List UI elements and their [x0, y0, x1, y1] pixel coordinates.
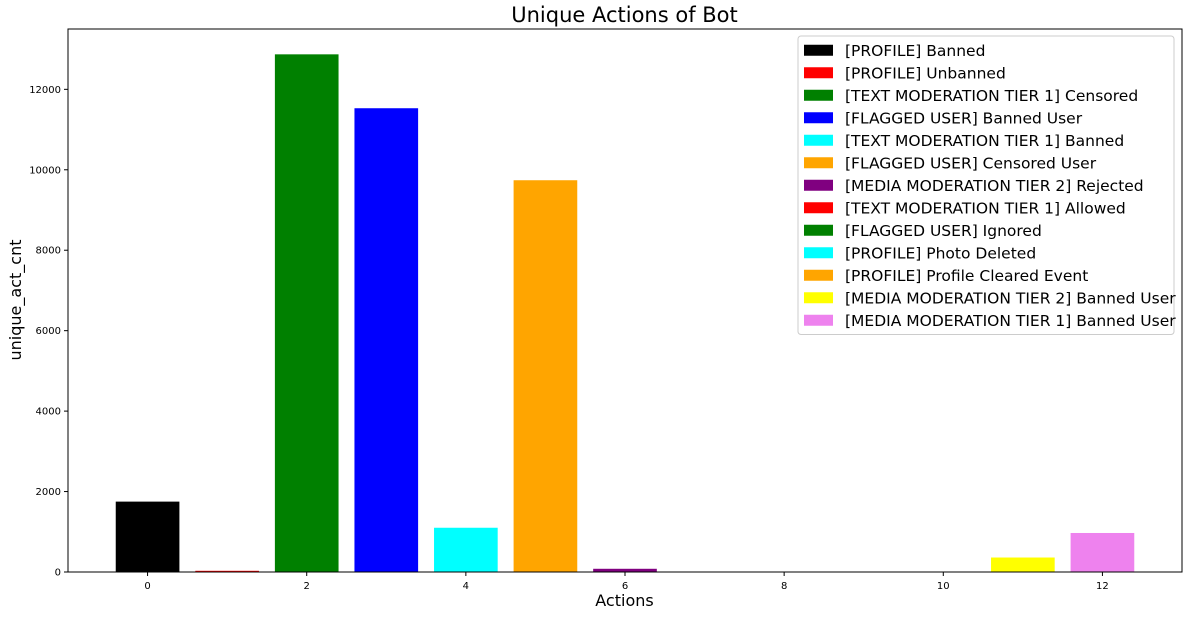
legend-swatch [804, 112, 833, 123]
y-tick-label: 6000 [36, 326, 61, 337]
bar-5 [514, 180, 578, 572]
legend-swatch [804, 90, 833, 101]
legend-swatch [804, 270, 833, 281]
x-tick-label: 10 [937, 581, 950, 592]
legend-swatch [804, 45, 833, 56]
bar-0 [116, 502, 180, 572]
bar-2 [275, 54, 339, 572]
y-tick-label: 12000 [29, 85, 61, 96]
legend-label: [MEDIA MODERATION TIER 2] Banned User [845, 289, 1176, 307]
legend-swatch [804, 157, 833, 168]
x-ticks-group: 0 2 4 6 8 10 12 [144, 572, 1108, 592]
legend-label: [MEDIA MODERATION TIER 2] Rejected [845, 177, 1144, 195]
chart-title: Unique Actions of Bot [511, 3, 738, 27]
legend-label: [PROFILE] Banned [845, 42, 985, 60]
y-tick-label: 8000 [36, 246, 61, 257]
y-tick-label: 10000 [29, 165, 61, 176]
y-ticks-group: 0 2000 4000 6000 8000 10000 12000 [29, 85, 68, 579]
y-tick-label: 4000 [36, 407, 61, 418]
legend-label: [FLAGGED USER] Banned User [845, 109, 1083, 127]
legend-label: [PROFILE] Profile Cleared Event [845, 267, 1088, 285]
legend-label: [PROFILE] Photo Deleted [845, 244, 1036, 262]
legend-label: [TEXT MODERATION TIER 1] Censored [845, 87, 1138, 105]
bar-11 [991, 558, 1055, 572]
legend-label: [MEDIA MODERATION TIER 1] Banned User [845, 312, 1176, 330]
legend-swatch [804, 315, 833, 326]
legend-swatch [804, 225, 833, 236]
y-axis-label: unique_act_cnt [6, 240, 26, 361]
legend-swatch [804, 180, 833, 191]
legend-label: [FLAGGED USER] Ignored [845, 222, 1042, 240]
legend-label: [PROFILE] Unbanned [845, 64, 1006, 82]
y-tick-label: 2000 [36, 487, 61, 498]
x-tick-label: 4 [463, 581, 469, 592]
x-axis-label: Actions [595, 591, 653, 610]
legend-swatch [804, 247, 833, 258]
bar-3 [354, 108, 418, 572]
x-tick-label: 2 [304, 581, 310, 592]
legend-swatch [804, 135, 833, 146]
y-tick-label: 0 [55, 568, 61, 579]
legend: [PROFILE] Banned [PROFILE] Unbanned [TEXT … [798, 36, 1176, 335]
x-tick-label: 8 [781, 581, 787, 592]
legend-label: [TEXT MODERATION TIER 1] Banned [845, 132, 1124, 150]
legend-swatch [804, 202, 833, 213]
x-tick-label: 0 [144, 581, 150, 592]
x-tick-label: 12 [1096, 581, 1109, 592]
legend-swatch [804, 67, 833, 78]
legend-label: [FLAGGED USER] Censored User [845, 154, 1097, 172]
x-tick-label: 6 [622, 581, 628, 592]
bar-12 [1071, 533, 1135, 572]
legend-swatch [804, 292, 833, 303]
bar-4 [434, 528, 498, 572]
legend-label: [TEXT MODERATION TIER 1] Allowed [845, 199, 1126, 217]
